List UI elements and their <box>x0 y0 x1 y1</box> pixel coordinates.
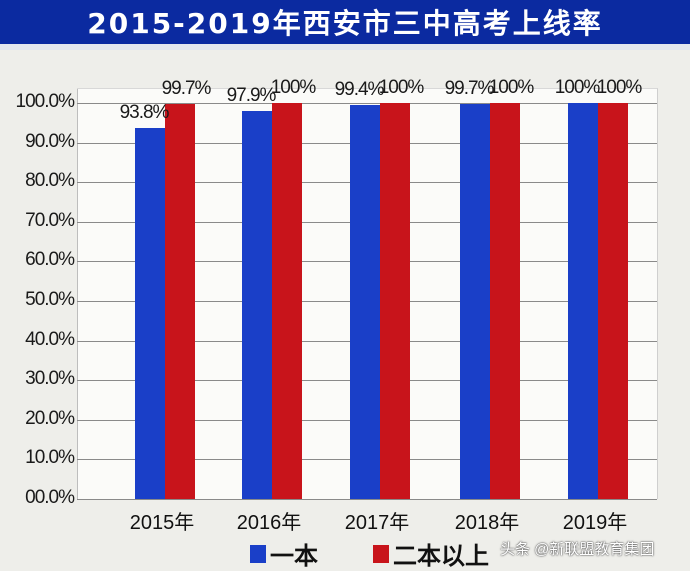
gridline <box>77 103 657 104</box>
y-tick-label: 50.0% <box>25 289 75 310</box>
bar-yiben-2015年 <box>135 127 165 499</box>
y-tick-label: 90.0% <box>25 130 75 152</box>
bar-erben-2019年 <box>598 103 628 499</box>
y-tick-label: 10.0% <box>25 447 75 469</box>
bar-erben-2018年 <box>490 103 520 499</box>
chart-title: 2015-2019年西安市三中高考上线率 <box>0 0 690 44</box>
y-tick-label: 60.0% <box>25 249 75 271</box>
bar-erben-2016年 <box>272 103 302 499</box>
legend-swatch-blue-icon <box>250 544 266 563</box>
bar-erben-2015年 <box>165 104 195 499</box>
plot-area <box>77 88 658 500</box>
x-tick-label: 2015年 <box>129 512 195 534</box>
value-label: 93.8% <box>119 101 170 123</box>
y-tick-label: 40.0% <box>25 328 75 350</box>
value-label: 100% <box>554 77 601 98</box>
value-label: 99.4% <box>334 79 385 101</box>
x-tick-label: 2017年 <box>344 512 410 534</box>
x-tick-label: 2018年 <box>454 512 520 534</box>
bar-yiben-2016年 <box>242 111 272 499</box>
value-label: 100% <box>378 77 425 98</box>
value-label: 97.9% <box>226 85 277 107</box>
y-axis-line <box>77 89 78 499</box>
x-tick-label: 2016年 <box>236 512 302 534</box>
x-tick-label: 2019年 <box>562 512 628 534</box>
legend: 一本 二本以上 <box>250 536 544 571</box>
value-label: 100% <box>270 77 317 98</box>
value-label: 99.7% <box>161 78 212 100</box>
bar-yiben-2018年 <box>460 104 490 499</box>
gridline <box>77 499 657 500</box>
value-label: 100% <box>596 77 643 98</box>
title-divider <box>0 44 690 50</box>
bar-yiben-2019年 <box>568 103 598 499</box>
legend-item-yiben: 一本 <box>250 536 318 571</box>
y-tick-label: 00.0% <box>25 487 75 508</box>
legend-swatch-red-icon <box>373 544 389 563</box>
y-tick-label: 20.0% <box>25 407 75 429</box>
legend-item-erben: 二本以上 <box>373 536 489 571</box>
value-label: 99.7% <box>444 78 495 100</box>
y-tick-label: 70.0% <box>25 209 75 231</box>
watermark: 头条 @新联盟教育集团 <box>500 541 655 558</box>
legend-label: 一本 <box>270 543 318 570</box>
value-label: 100% <box>488 77 535 98</box>
bar-erben-2017年 <box>380 103 410 499</box>
bar-yiben-2017年 <box>350 105 380 499</box>
y-tick-label: 80.0% <box>25 170 75 192</box>
legend-label: 二本以上 <box>393 543 489 570</box>
y-tick-label: 100.0% <box>15 91 75 112</box>
y-tick-label: 30.0% <box>25 368 75 390</box>
